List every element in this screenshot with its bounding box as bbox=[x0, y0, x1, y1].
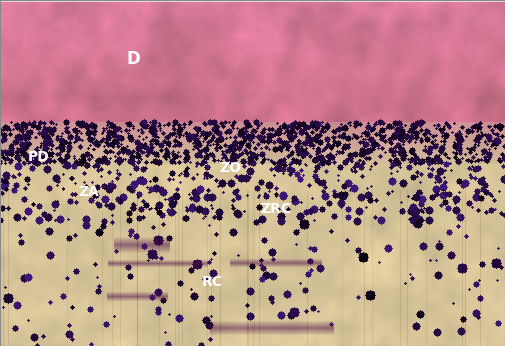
Text: ZRC: ZRC bbox=[260, 202, 291, 216]
Text: ZO: ZO bbox=[220, 161, 242, 175]
Text: D: D bbox=[126, 50, 140, 68]
Text: ZA: ZA bbox=[78, 185, 99, 199]
Text: PD: PD bbox=[28, 151, 49, 164]
Text: RC: RC bbox=[202, 275, 223, 289]
